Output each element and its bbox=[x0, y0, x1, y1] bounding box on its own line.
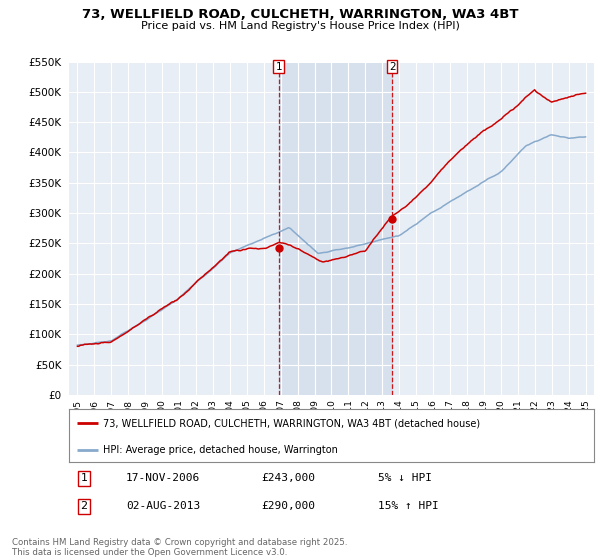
Bar bbox=[278, 62, 392, 395]
Text: 73, WELLFIELD ROAD, CULCHETH, WARRINGTON, WA3 4BT: 73, WELLFIELD ROAD, CULCHETH, WARRINGTON… bbox=[82, 8, 518, 21]
Text: 2: 2 bbox=[80, 501, 88, 511]
Text: 1: 1 bbox=[80, 473, 88, 483]
Text: Price paid vs. HM Land Registry's House Price Index (HPI): Price paid vs. HM Land Registry's House … bbox=[140, 21, 460, 31]
Text: £290,000: £290,000 bbox=[261, 501, 315, 511]
Text: 02-AUG-2013: 02-AUG-2013 bbox=[126, 501, 200, 511]
Text: 1: 1 bbox=[275, 62, 282, 72]
Text: 15% ↑ HPI: 15% ↑ HPI bbox=[378, 501, 439, 511]
Text: 2: 2 bbox=[389, 62, 395, 72]
Text: 5% ↓ HPI: 5% ↓ HPI bbox=[378, 473, 432, 483]
Text: 17-NOV-2006: 17-NOV-2006 bbox=[126, 473, 200, 483]
Text: £243,000: £243,000 bbox=[261, 473, 315, 483]
Text: HPI: Average price, detached house, Warrington: HPI: Average price, detached house, Warr… bbox=[103, 445, 338, 455]
Text: Contains HM Land Registry data © Crown copyright and database right 2025.
This d: Contains HM Land Registry data © Crown c… bbox=[12, 538, 347, 557]
Text: 73, WELLFIELD ROAD, CULCHETH, WARRINGTON, WA3 4BT (detached house): 73, WELLFIELD ROAD, CULCHETH, WARRINGTON… bbox=[103, 418, 480, 428]
